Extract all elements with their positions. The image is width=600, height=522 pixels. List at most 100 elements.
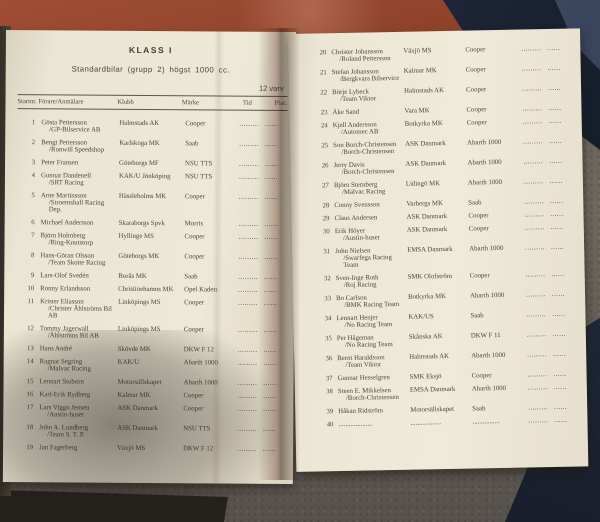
team-name: /Åhlströms Bil AB	[47, 332, 99, 340]
place-dots: ......	[263, 299, 278, 307]
time-place-leader: ......... ......	[526, 291, 565, 299]
driver-cell: Ragnar Segring /Malvac Racing	[40, 358, 118, 373]
time-place-leader: ......... ......	[528, 417, 567, 425]
entry-row: 28 Conny Svensson Varbergs MK Saab .....…	[291, 197, 583, 210]
time-dots: .........	[238, 233, 259, 241]
club-name: Varbergs MK	[406, 200, 444, 208]
team-name: /Team S. T. P.	[47, 431, 85, 439]
entry-number: 19	[26, 444, 34, 452]
entry-number: 30	[322, 228, 330, 236]
entry-number: 6	[31, 219, 35, 227]
driver-cell: Gösta Pettersson /GP-Bilservice AB	[41, 119, 119, 134]
place-dots: ......	[548, 104, 562, 113]
entry-row: 33 Bo Carlson /BMK Racing Team Botkyrka …	[293, 290, 585, 310]
time-place-leader: ......... ......	[239, 174, 278, 181]
club-name: ASK Danmark	[405, 139, 446, 148]
club-name: Borås MK	[118, 272, 147, 280]
driver-cell: Lars-Olof Svedén	[40, 272, 118, 280]
place-dots: ......	[552, 350, 567, 358]
place-dots: ......	[547, 84, 562, 93]
entry-row: 3 Peter Fransen Göteborgs MF NSU TTS ...…	[5, 159, 295, 168]
time-place-leader: ......... ......	[239, 141, 278, 148]
entry-number: 24	[320, 122, 328, 130]
driver-cell: Åke Sand	[332, 108, 404, 117]
driver-name: Lennart Stuborn	[39, 378, 84, 386]
entry-number: 33	[324, 295, 332, 303]
team-name: /Borch-Christensen	[345, 393, 399, 402]
club-name: Halmstads AK	[409, 352, 450, 361]
place-dots: ......	[549, 157, 563, 166]
time-place-leader: ......... ......	[239, 121, 278, 128]
place-dots: ......	[264, 220, 278, 228]
entry-row: 6 Michael Andersson Skaraborgs Spvk Morr…	[5, 219, 295, 228]
club-name: Linköpings MS	[118, 298, 161, 307]
entry-number: 29	[322, 215, 330, 223]
entry-row: 16 Karl-Erik Rydberg Kalmar MK Cooper ..…	[3, 391, 293, 400]
team-name: /Swarfega Racing Team	[343, 254, 392, 269]
header-make: Märke	[181, 99, 200, 107]
driver-cell: Claus Andersen	[334, 214, 406, 222]
place-dots: ......	[551, 290, 566, 298]
time-dots: .........	[237, 392, 258, 400]
team-name: /Malvac Racing	[47, 365, 91, 373]
place-dots: ......	[547, 44, 561, 53]
place-dots: ......	[554, 416, 568, 424]
time-dots: .........	[237, 405, 258, 413]
entry-row: 40 .................... ................…	[295, 416, 587, 429]
time-place-leader: ......... ......	[523, 118, 562, 126]
team-name: /Borch-Christensen	[341, 147, 395, 156]
driver-cell: Björn Sternberg /Malvac Racing	[334, 181, 406, 196]
driver-cell: Per Hågeman /No Racing Team	[337, 334, 409, 349]
entry-number: 21	[319, 69, 327, 77]
driver-cell: Peter Fransen	[41, 159, 119, 167]
place-dots: ......	[264, 273, 278, 281]
driver-name: Håkan Ridström	[338, 407, 384, 416]
entry-number: 22	[320, 89, 328, 97]
driver-name: Gunnar Hesselgren	[337, 374, 390, 383]
place-dots: ......	[548, 117, 562, 126]
driver-cell: Michael Andersson	[41, 219, 119, 227]
entry-row: 8 Hans-Göran Olsson /Team Skotte Racing …	[4, 252, 294, 268]
left-page: KLASS I Standardbilar (grupp 2) högst 10…	[2, 30, 296, 485]
table-header: Startnr. Förare/Anmälare Klubb Märke Tid…	[17, 94, 288, 111]
place-dots: ......	[549, 177, 563, 186]
time-place-leader: ......... ......	[527, 351, 566, 359]
driver-name: Michael Andersson	[40, 219, 94, 227]
entry-number: 26	[321, 162, 329, 170]
entry-number: 20	[319, 49, 327, 57]
time-dots: .........	[237, 326, 258, 334]
time-dots: .........	[521, 65, 542, 73]
car-make: Cooper	[465, 66, 486, 74]
club-name: Motorsällskapet	[410, 405, 455, 414]
club-name: ASK Danmark	[405, 159, 447, 168]
time-place-leader: ......... ......	[526, 311, 565, 319]
driver-cell: Jan Fagerberg	[39, 444, 117, 452]
time-place-leader: ......... ......	[238, 380, 277, 387]
time-dots: .........	[237, 346, 258, 354]
driver-name: Lars-Olof Svedén	[40, 272, 89, 280]
place-dots: ......	[263, 359, 277, 367]
entry-row: 34 Lennart Henjer /No Racing Team KAK/US…	[293, 310, 585, 330]
car-make: Abarth 1000	[469, 291, 505, 300]
entry-row: 29 Claus Andersen ASK Danmark Cooper ...…	[291, 210, 583, 223]
club-name: Vara MK	[404, 107, 430, 115]
time-dots: .........	[238, 173, 259, 181]
team-name: /No Racing Team	[344, 321, 393, 329]
header-time: Tid	[242, 99, 252, 107]
entry-row: 9 Lars-Olof Svedén Borås MK Saab .......…	[4, 272, 294, 281]
place-dots: ......	[264, 253, 278, 261]
time-place-leader: ......... ......	[239, 161, 278, 168]
time-dots: .........	[524, 211, 545, 219]
time-place-leader: ......... ......	[239, 194, 278, 201]
header-place: Plac.	[274, 99, 288, 107]
club-name: Motorsällskapet	[117, 378, 162, 387]
driver-cell: Krister Eliasson /Christer Åhlströms Bil…	[40, 298, 118, 320]
entry-number: 9	[30, 272, 35, 280]
entry-row: 21 Stefan Johansson /Bergkvara Bilservic…	[289, 64, 581, 84]
driver-cell: ....................	[338, 420, 410, 428]
driver-cell: Hans André	[40, 345, 118, 353]
driver-cell: Tommy Jagerwall /Åhlströms Bil AB	[40, 325, 118, 340]
entry-row: 10 Ronny Erlandsson Christinehamns MK Op…	[4, 285, 294, 294]
time-dots: .........	[526, 331, 547, 339]
club-name: Skövde MK	[117, 345, 151, 354]
